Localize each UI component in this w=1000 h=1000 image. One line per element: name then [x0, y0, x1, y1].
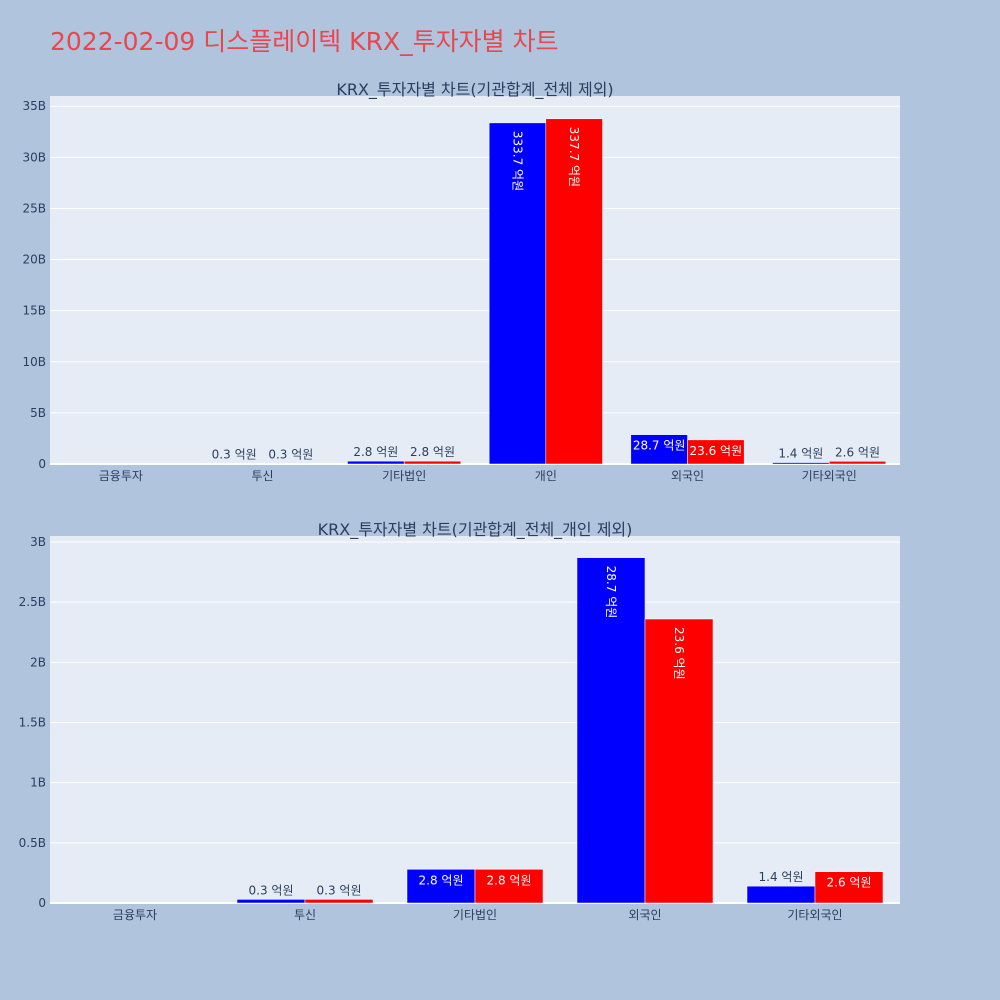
y-tick-label: 0 [38, 457, 46, 471]
data-label: 0.3 억원 [249, 883, 294, 897]
y-tick-label: 15B [22, 304, 46, 318]
x-tick-label: 금융투자 [99, 469, 143, 483]
data-label: 28.7 억원 [633, 439, 686, 453]
data-label: 2.6 억원 [835, 445, 880, 459]
y-tick-label: 2B [30, 655, 46, 669]
x-tick-label: 기타외국인 [802, 469, 857, 483]
data-label: 2.8 억원 [410, 445, 455, 459]
chart-title: KRX_투자자별 차트(기관합계_전체 제외) [336, 80, 613, 100]
y-tick-label: 10B [22, 355, 46, 369]
page-title: 2022-02-09 디스플레이텍 KRX_투자자별 차트 [50, 27, 559, 56]
bar [814, 871, 884, 904]
bar [406, 869, 476, 904]
y-tick-label: 1.5B [19, 716, 46, 730]
x-tick-label: 금융투자 [113, 908, 157, 922]
data-label: 0.3 억원 [317, 883, 362, 897]
y-tick-label: 0 [38, 896, 46, 910]
bar [687, 439, 745, 465]
plot-area [50, 536, 900, 903]
chart-title: KRX_투자자별 차트(기관합계_전체_개인 제외) [318, 520, 633, 540]
y-tick-label: 5B [30, 406, 46, 420]
data-label: 337.7 억원 [567, 127, 581, 187]
bar [304, 899, 374, 904]
data-label: 0.3 억원 [212, 448, 257, 462]
data-label: 0.3 억원 [268, 448, 313, 462]
data-label: 28.7 억원 [604, 566, 618, 619]
bar [236, 899, 306, 904]
bar [545, 118, 603, 465]
y-tick-label: 1B [30, 776, 46, 790]
bar [746, 885, 816, 904]
data-label: 1.4 억원 [778, 447, 823, 461]
bar [576, 557, 646, 904]
data-label: 2.8 억원 [353, 445, 398, 459]
data-label: 2.6 억원 [827, 876, 872, 890]
x-tick-label: 기타외국인 [787, 908, 842, 922]
data-label: 333.7 억원 [511, 131, 525, 191]
y-tick-label: 2.5B [19, 595, 46, 609]
x-tick-label: 외국인 [628, 908, 661, 922]
x-tick-label: 투신 [294, 908, 316, 922]
y-tick-label: 3B [30, 535, 46, 549]
bar [474, 869, 544, 904]
x-tick-label: 외국인 [671, 469, 704, 483]
y-tick-label: 35B [22, 99, 46, 113]
chart-investor-all: KRX_투자자별 차트(기관합계_전체 제외) 0 5B 10B 15B 20B 25B 30… [22, 80, 900, 483]
data-label: 2.8 억원 [487, 873, 532, 887]
bar [403, 460, 462, 465]
y-tick-label: 25B [22, 201, 46, 215]
x-tick-label: 기타법인 [382, 469, 426, 483]
bar [644, 618, 714, 904]
y-tick-label: 20B [22, 253, 46, 267]
x-tick-label: 투신 [251, 469, 273, 483]
bar [828, 461, 887, 465]
data-label: 1.4 억원 [759, 870, 804, 884]
data-label: 23.6 억원 [672, 627, 686, 680]
x-tick-label: 개인 [535, 469, 557, 483]
bar [488, 122, 547, 465]
x-tick-label: 기타법인 [453, 908, 497, 922]
data-label: 23.6 억원 [690, 444, 743, 458]
data-label: 2.8 억원 [419, 873, 464, 887]
y-tick-label: 0.5B [19, 836, 46, 850]
y-tick-label: 30B [22, 150, 46, 164]
